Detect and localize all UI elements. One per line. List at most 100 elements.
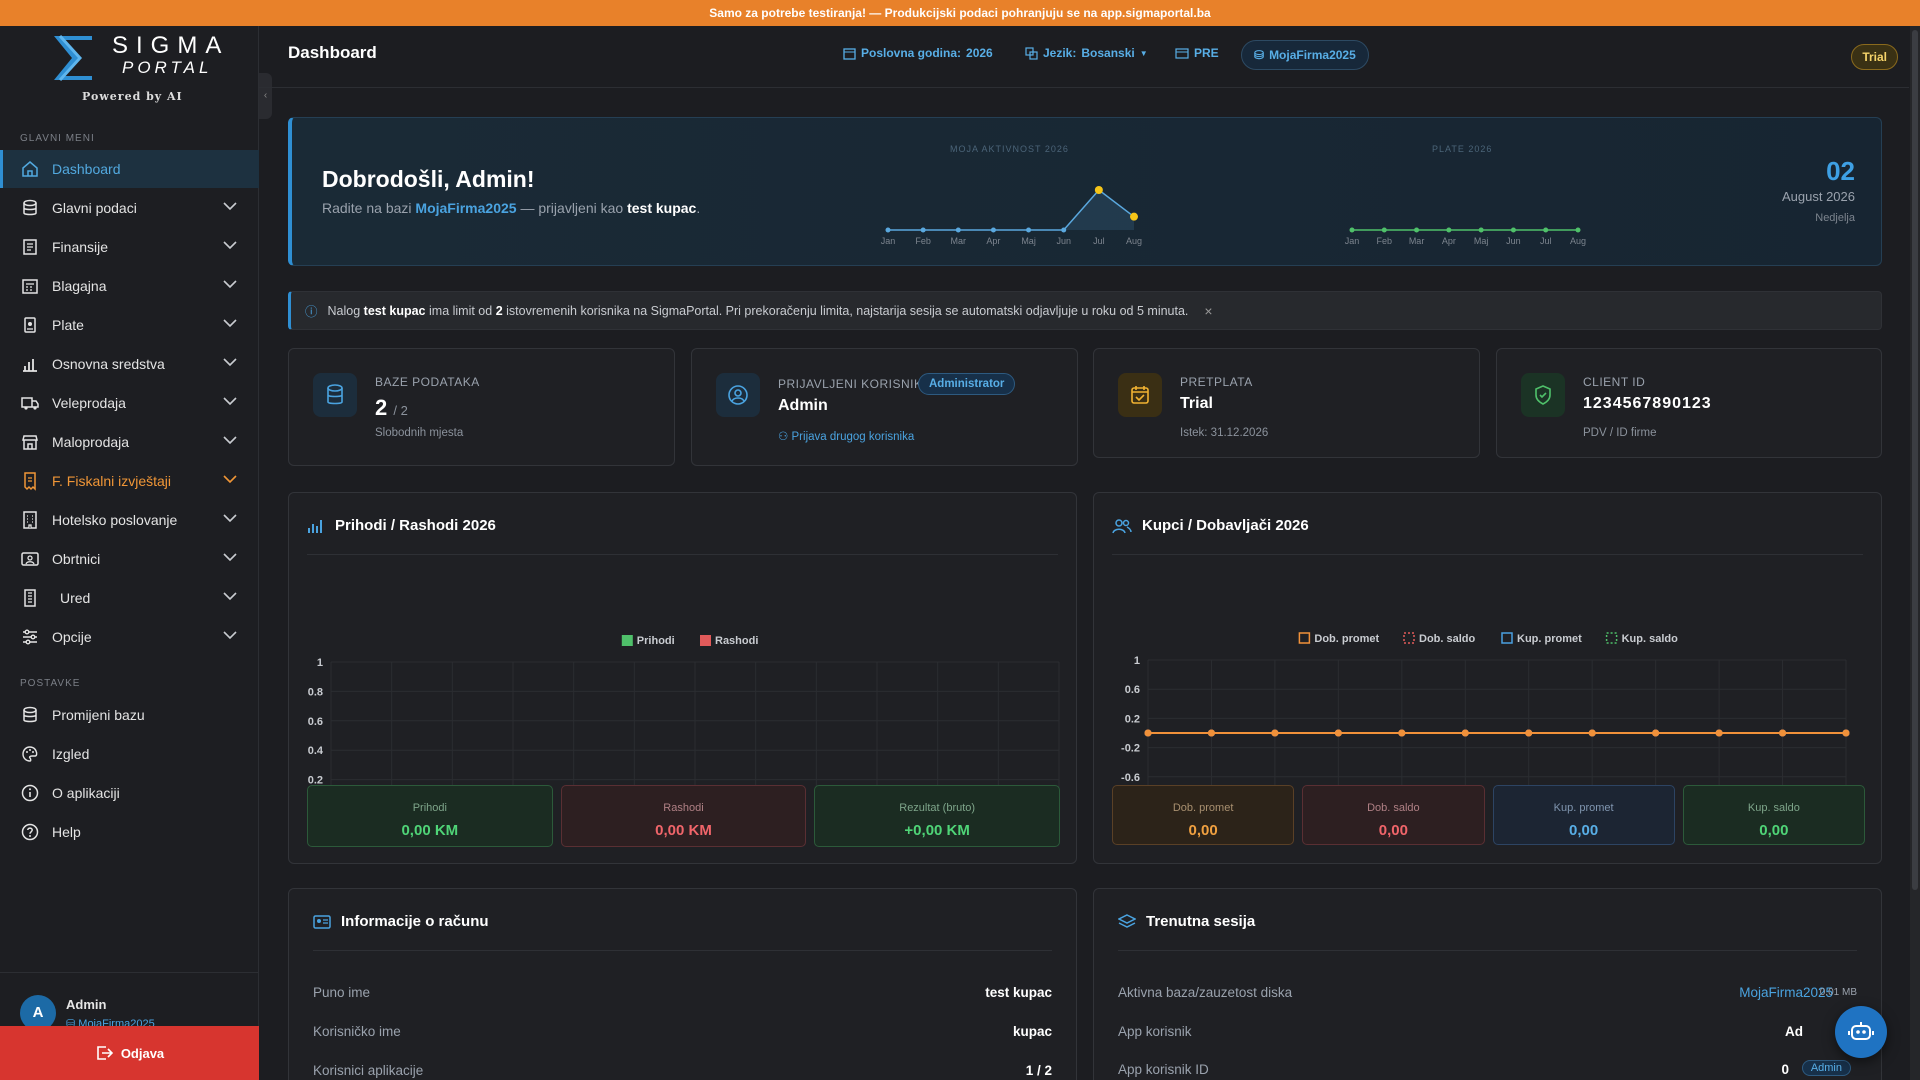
sidebar-item-izgled[interactable]: Izgled [0,735,259,773]
activity-sparkline: Jan Feb Mar Apr Maj Jun Jul Aug [881,186,1142,246]
sidebar-item-f-fiskalni-izvjestaji[interactable]: F. Fiskalni izvještaji [0,462,259,500]
user-name: Admin [66,997,107,1012]
sidebar-item-hotelsko-poslovanje[interactable]: Hotelsko poslovanje [0,501,259,539]
sidebar-item-label: Plate [52,317,84,333]
sidebar-item-veleprodaja[interactable]: Veleprodaja [0,384,259,422]
sidebar-item-label: O aplikaciji [52,785,120,801]
sidebar-item-finansije[interactable]: Finansije [0,228,259,266]
sidebar-item-label: Blagajna [52,278,107,294]
sidebar-item-label: Obrtnici [52,551,101,567]
sidebar-collapse-handle[interactable]: ‹ [259,73,272,119]
business-year-selector[interactable]: Poslovna godina: 2026 [843,46,993,60]
welcome-user: test kupac [627,200,697,216]
sparkline-month-label: Apr [1442,236,1456,246]
language-selector[interactable]: Jezik: Bosanski ▼ [1025,46,1148,60]
sidebar-item-label: F. Fiskalni izvještaji [52,473,172,489]
avatar: A [20,995,56,1031]
sidebar-item-blagajna[interactable]: Blagajna [0,267,259,305]
calendar-check-icon [1118,373,1162,417]
language-label: Jezik: [1043,46,1077,60]
store-icon [20,432,40,452]
welcome-db[interactable]: MojaFirma2025 [415,200,517,216]
divider [1118,950,1857,951]
pre-toggle[interactable]: PRE [1175,46,1219,60]
sidebar-item-label: Maloprodaja [52,434,130,450]
partners-title: Kupci / Dobavljači 2026 [1142,517,1309,534]
summary-value: +0,00 KM [904,822,970,839]
user-circle-icon [716,373,760,417]
role-badge: Administrator [918,373,1016,395]
point-dob-promet [1779,729,1787,737]
point-dob-promet [1715,729,1723,737]
stat-value: Admin [778,397,828,414]
close-icon[interactable]: × [1204,302,1213,319]
y-tick-label: 1 [317,657,323,669]
sparkline-point [1130,212,1138,221]
sidebar-item-label: Veleprodaja [52,395,126,411]
legend-label: Prihodi [637,635,675,647]
chevron-down-icon [223,475,237,484]
login-other-user-link[interactable]: ⚇ Prijava drugog korisnika [778,429,914,443]
page-scrollbar[interactable] [1910,26,1920,1080]
sparkline-month-label: Jun [1056,236,1071,246]
row-value: kupac [1012,1024,1052,1039]
sparkline-line [888,188,1135,231]
sidebar-item-o-aplikaciji[interactable]: O aplikaciji [0,774,259,812]
row-label: Puno ime [313,985,371,1000]
sparkline-month-label: Feb [1377,236,1393,246]
legend-swatch [1298,632,1311,644]
summary-value: 0,00 [1188,822,1218,839]
chevron-down-icon [223,202,237,211]
summary-kup-saldo: Kup. saldo 0,00 [1682,785,1865,845]
layers-icon [1118,913,1136,928]
sidebar-item-help[interactable]: Help [0,813,259,851]
summary-rashodi: Rashodi 0,00 KM [560,785,807,847]
point-dob-promet [1207,729,1215,737]
sparkline-month-label: Jul [1093,236,1105,246]
sidebar-item-dashboard[interactable]: Dashboard [0,150,259,188]
legend-label: Kup. promet [1517,633,1582,645]
card-icon [1175,47,1189,59]
year-label: Poslovna godina: [861,46,962,60]
sidebar-item-label: Help [52,824,81,840]
legend-swatch [700,635,711,646]
sidebar-item-plate[interactable]: Plate [0,306,259,344]
row-value: Ad [1785,1024,1803,1039]
id-card-icon [313,914,331,929]
y-tick-label: 0.8 [308,686,323,698]
active-database-pill[interactable]: ⛁ MojaFirma2025 [1241,40,1369,70]
sidebar-item-promijeni-bazu[interactable]: Promijeni bazu [0,696,259,734]
id-badge-icon [20,315,40,335]
brand-sub: PORTAL [122,58,213,77]
customers-suppliers-panel: Kupci / Dobavljači 2026 10.60.2-0.2-0.6-… [1093,492,1882,864]
date-weekday: Nedjelja [1815,212,1855,224]
ai-assistant-button[interactable] [1835,1006,1887,1058]
sidebar-item-obrtnici[interactable]: Obrtnici [0,540,259,578]
scrollbar-thumb[interactable] [1912,30,1918,890]
help-icon [20,822,40,842]
sparkline-point [1446,227,1452,233]
notice-p2: ima limit od [429,303,493,318]
point-dob-promet [1271,729,1279,737]
logout-label: Odjava [120,1045,165,1061]
info-icon [20,783,40,803]
sidebar-item-glavni-podaci[interactable]: Glavni podaci [0,189,259,227]
info-icon: ⓘ [305,305,318,319]
logout-button[interactable]: Odjava [0,1026,259,1080]
sidebar-item-label: Opcije [52,629,92,645]
language-value: Bosanski [1081,46,1135,60]
legend-swatch [621,635,633,646]
sidebar-item-ured[interactable]: Ured [0,579,259,617]
session-db-link[interactable]: MojaFirma2025 [1739,985,1833,1000]
legend-label: Kup. saldo [1622,633,1679,645]
sidebar-item-maloprodaja[interactable]: Maloprodaja [0,423,259,461]
sidebar-item-opcije[interactable]: Opcije [0,618,259,656]
sidebar-item-osnovna-sredstva[interactable]: Osnovna sredstva [0,345,259,383]
notice-user: test kupac [363,303,426,318]
disk-usage: 0.01 MB [1819,987,1857,998]
brand-logo[interactable]: SIGMA PORTAL Powered by AI [40,28,230,106]
point-dob-promet [1144,729,1152,737]
summary-label: Rashodi [663,802,704,814]
summary-value: 0,00 [1569,822,1599,839]
partners-summary: Dob. promet 0,00 Dob. saldo 0,00 Kup. promet… [1112,785,1865,845]
